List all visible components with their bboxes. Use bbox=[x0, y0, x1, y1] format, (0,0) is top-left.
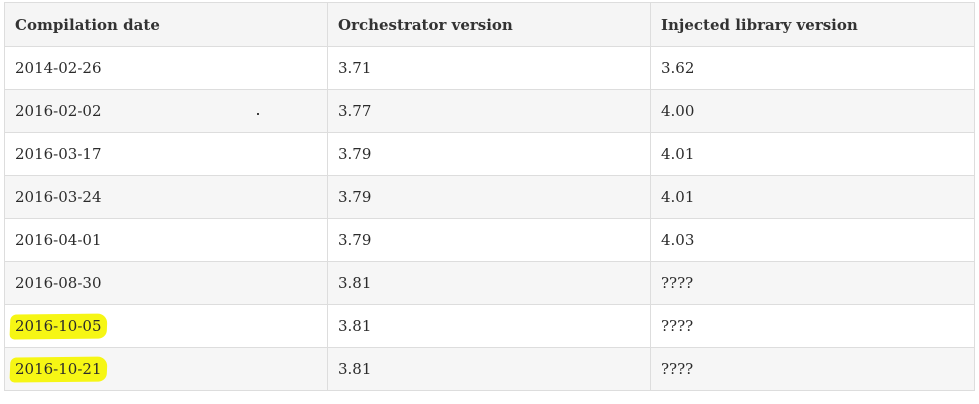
cell-orchestrator-version: 3.77 bbox=[327, 89, 651, 133]
cell-orchestrator-version: 3.71 bbox=[327, 46, 651, 90]
cell-injected-library-version: 4.01 bbox=[650, 132, 975, 176]
cell-compilation-date: 2016-03-17 bbox=[4, 132, 328, 176]
cell-injected-library-version: ???? bbox=[650, 347, 975, 391]
table-row: 2016-03-17 3.79 4.01 bbox=[4, 132, 975, 176]
table-row: 2016-10-05 3.81???? bbox=[4, 304, 975, 348]
cell-orchestrator-version: 3.81 bbox=[327, 304, 651, 348]
table-row: 2016-04-01 3.79 4.03 bbox=[4, 218, 975, 262]
cell-compilation-date: 2016-04-01 bbox=[4, 218, 328, 262]
cell-compilation-date: 2016-02-02 bbox=[4, 89, 328, 133]
table-row: 2016-03-24 3.79 4.01 bbox=[4, 175, 975, 219]
version-table: Compilation date Orchestrator version In… bbox=[4, 2, 975, 391]
cell-compilation-date: 2016-03-24 bbox=[4, 175, 328, 219]
highlighted-date: 2016-10-21 bbox=[9, 356, 109, 383]
cell-injected-library-version: 4.01 bbox=[650, 175, 975, 219]
table-row: 2016-10-21 3.81???? bbox=[4, 347, 975, 391]
cell-orchestrator-version: 3.81 bbox=[327, 347, 651, 391]
table-body: 2014-02-26 3.71 3.62 2016-02-02 3.77 4.00 2016… bbox=[4, 46, 975, 391]
date-text: 2016-10-05 bbox=[15, 317, 102, 335]
cell-injected-library-version: 3.62 bbox=[650, 46, 975, 90]
header-orchestrator-version: Orchestrator version bbox=[327, 2, 651, 47]
highlighted-date: 2016-10-05 bbox=[9, 313, 109, 340]
stray-dot-mark bbox=[257, 113, 259, 115]
table-row: 2016-08-30 3.81???? bbox=[4, 261, 975, 305]
cell-compilation-date: 2016-08-30 bbox=[4, 261, 328, 305]
cell-injected-library-version: 4.00 bbox=[650, 89, 975, 133]
header-row: Compilation date Orchestrator version In… bbox=[4, 2, 975, 47]
table-header: Compilation date Orchestrator version In… bbox=[4, 2, 975, 47]
cell-orchestrator-version: 3.81 bbox=[327, 261, 651, 305]
cell-injected-library-version: 4.03 bbox=[650, 218, 975, 262]
cell-compilation-date: 2016-10-05 bbox=[4, 304, 328, 348]
table-row: 2014-02-26 3.71 3.62 bbox=[4, 46, 975, 90]
cell-injected-library-version: ???? bbox=[650, 261, 975, 305]
cell-compilation-date: 2016-10-21 bbox=[4, 347, 328, 391]
cell-orchestrator-version: 3.79 bbox=[327, 175, 651, 219]
cell-injected-library-version: ???? bbox=[650, 304, 975, 348]
cell-compilation-date: 2014-02-26 bbox=[4, 46, 328, 90]
cell-orchestrator-version: 3.79 bbox=[327, 218, 651, 262]
cell-orchestrator-version: 3.79 bbox=[327, 132, 651, 176]
table-row: 2016-02-02 3.77 4.00 bbox=[4, 89, 975, 133]
date-text: 2016-10-21 bbox=[15, 360, 102, 378]
header-compilation-date: Compilation date bbox=[4, 2, 328, 47]
header-injected-library-version: Injected library version bbox=[650, 2, 975, 47]
